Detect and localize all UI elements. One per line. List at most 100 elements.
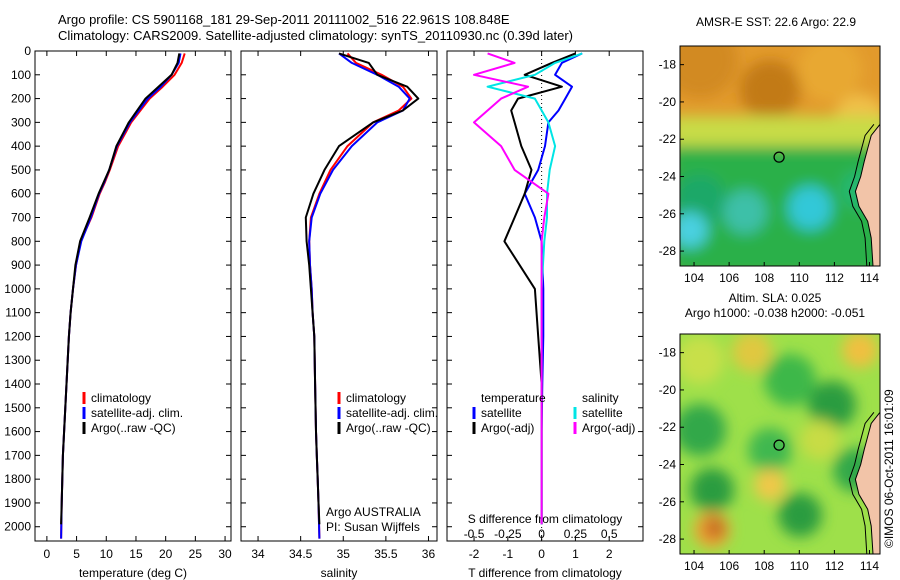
y-tick-label: 2000 [4, 520, 31, 534]
y-tick-label: 1500 [4, 401, 31, 415]
legend-title: temperature [481, 391, 546, 405]
series-line [304, 52, 420, 525]
annotation-line: Argo AUSTRALIA [326, 505, 421, 519]
sst-patch [680, 212, 708, 248]
sst-blobs [680, 46, 880, 266]
isobath-line [848, 411, 875, 554]
x-tick-label: 114 [860, 271, 879, 285]
x-tick-label: 110 [790, 271, 809, 285]
s-axis-label: S difference from climatology [468, 512, 623, 526]
y-tick-label: -20 [659, 95, 677, 109]
x-tick-label: 2 [606, 547, 613, 561]
land-area [854, 411, 880, 554]
x-axis-label: temperature (deg C) [79, 566, 187, 580]
legend-title: salinity [582, 391, 619, 405]
y-tick-label: 100 [11, 68, 31, 82]
y-tick-label: -22 [659, 420, 677, 434]
difference-legend: temperaturesatelliteArgo(-adj)salinitysa… [472, 391, 635, 435]
x-tick-label: 104 [684, 559, 704, 573]
x-tick-label: 110 [790, 559, 809, 573]
s-tick-label: -0.5 [464, 527, 485, 541]
y-tick-label: 1800 [4, 472, 31, 486]
s-tick-label: 0.25 [564, 527, 588, 541]
y-tick-label: 800 [11, 234, 31, 248]
x-tick-label: 106 [719, 271, 739, 285]
y-tick-label: 600 [11, 187, 31, 201]
x-tick-label: 108 [754, 559, 774, 573]
x-tick-label: -2 [469, 547, 480, 561]
sst-patch [788, 186, 832, 230]
map-sla-map: 104 106 108 110 112 114 -18 -20 -22 -24 -26 -28 Alti… [659, 291, 881, 573]
y-tick-label: -28 [659, 244, 677, 258]
y-tick-label: 1700 [4, 448, 31, 462]
x-tick-label: 114 [860, 559, 879, 573]
y-tick-label: 1000 [4, 282, 31, 296]
legend-label: Argo(-adj) [582, 421, 635, 435]
sla-patch [680, 336, 724, 384]
y-tick-label: -26 [659, 207, 677, 221]
sla-patch [800, 420, 840, 460]
x-tick-label: 34.5 [289, 547, 313, 561]
y-tick-label: -24 [659, 458, 677, 472]
y-tick-label: -18 [659, 58, 677, 72]
map-subtitle: Argo h1000: -0.038 h2000: -0.051 [685, 306, 865, 320]
map-frame [679, 45, 881, 267]
differences-frame [446, 50, 644, 542]
x-tick-label: 112 [825, 559, 844, 573]
y-tick-label: 300 [11, 115, 31, 129]
y-tick-label: -24 [659, 170, 677, 184]
x-tick-label: 0 [538, 547, 545, 561]
sla-patch [690, 468, 734, 512]
y-tick-label: 1900 [4, 496, 31, 510]
legend-label: satellite-adj. clim. [346, 406, 438, 420]
float-position-marker [773, 151, 785, 163]
land-area [854, 123, 880, 266]
map-title: Altim. SLA: 0.025 [729, 291, 822, 305]
x-tick-label: 5 [73, 547, 80, 561]
sst-patch [798, 46, 862, 102]
series-line [523, 52, 583, 525]
y-tick-label: -28 [659, 532, 677, 546]
x-tick-label: 35 [337, 547, 351, 561]
legend-label: Argo(-adj) [481, 421, 534, 435]
x-tick-label: 108 [754, 271, 774, 285]
x-tick-label: 30 [218, 547, 232, 561]
x-axis-label: salinity [321, 566, 358, 580]
series-line [60, 53, 181, 525]
y-tick-label: -20 [659, 383, 677, 397]
climatology-title: Climatology: CARS2009. Satellite-adjuste… [58, 28, 573, 43]
series-line [503, 52, 576, 525]
s-tick-label: 0.5 [601, 527, 618, 541]
sst-patch [680, 46, 738, 98]
annotation-line: PI: Susan Wijffels [326, 520, 420, 534]
x-tick-label: 10 [100, 547, 114, 561]
sst-patch [723, 190, 767, 234]
map-frame [679, 333, 881, 555]
y-tick-label: 1400 [4, 377, 31, 391]
sla-patch [842, 334, 878, 368]
map-field [680, 46, 880, 266]
sla-patch [778, 493, 822, 537]
legend-label: Argo(..raw -QC) [91, 421, 176, 435]
temperature-frame [34, 50, 232, 542]
x-tick-label: 1 [572, 547, 579, 561]
sla-patch [754, 469, 786, 501]
sla-patch [732, 334, 772, 372]
x-tick-label: 35.5 [374, 547, 398, 561]
panel-salinity: 34 34.5 35 35.5 36 salinity [240, 50, 438, 580]
map-field [680, 334, 880, 554]
y-tick-label: 500 [11, 163, 31, 177]
y-tick-label: 700 [11, 211, 31, 225]
x-tick-label: -1 [502, 547, 513, 561]
sla-patch [808, 381, 856, 429]
s-tick-label: -0.25 [494, 527, 522, 541]
x-tick-label: 106 [719, 559, 739, 573]
map-title: AMSR-E SST: 22.6 Argo: 22.9 [696, 15, 856, 29]
legend-label: Argo(..raw -QC) [346, 421, 431, 435]
panel-differences: -2 -1 0 1 2 T difference from climatology -0.5… [446, 50, 644, 580]
x-tick-label: 36 [422, 547, 436, 561]
y-tick-label: 1200 [4, 329, 31, 343]
